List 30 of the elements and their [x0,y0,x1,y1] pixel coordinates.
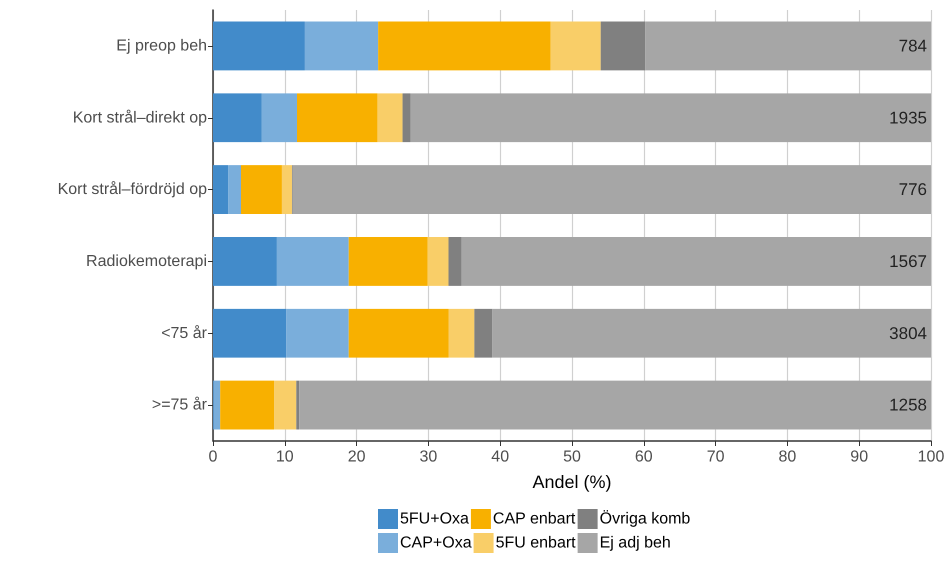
legend-label: 5FU enbart [496,534,576,552]
annotation: 1258 [889,396,927,415]
legend-label: Övriga komb [600,510,690,528]
y-tick-label: Kort strål–fördröjd op [58,181,208,198]
y-tick-label: Kort strål–direkt op [72,109,208,126]
x-tick-label: 80 [778,448,796,466]
x-tick-label: 50 [563,448,581,466]
annotation: 1567 [889,252,927,271]
x-tick-label: 0 [208,448,218,466]
x-tick-label: 20 [348,448,366,466]
legend-label: 5FU+Oxa [400,510,470,528]
x-axis-title: Andel (%) [532,472,612,492]
annotation: 776 [898,180,927,200]
y-tick-label: Ej preop beh [116,37,207,54]
x-tick-label: 100 [918,448,944,466]
y-tick-label: <75 år [161,324,208,342]
x-tick-label: 90 [850,448,868,466]
x-tick-label: 10 [276,448,294,466]
legend-label: CAP+Oxa [400,534,472,552]
x-tick-label: 60 [634,448,653,466]
annotation: 1935 [889,108,927,128]
legend-label: Ej adj beh [600,534,671,552]
y-tick-label: >=75 år [152,396,208,414]
annotation: 3804 [889,324,927,343]
y-tick-label: Radiokemoterapi [86,252,207,270]
annotation: 784 [898,36,927,56]
x-tick-label: 30 [420,448,438,466]
legend-label: CAP enbart [492,510,576,528]
x-tick-label: 40 [491,448,510,466]
x-tick-label: 70 [706,448,725,466]
